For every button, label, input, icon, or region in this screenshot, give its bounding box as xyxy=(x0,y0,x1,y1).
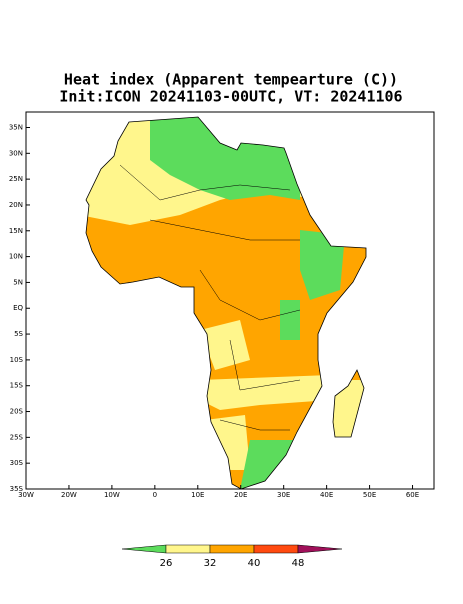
y-tick-label: 30S xyxy=(10,459,24,467)
y-tick-label: 25N xyxy=(9,175,23,183)
x-tick-label: 30E xyxy=(277,491,290,499)
y-tick-label: 30N xyxy=(9,149,23,157)
x-tick-label: 20E xyxy=(234,491,247,499)
y-tick-label: EQ xyxy=(13,304,23,312)
title-line: Heat index (Apparent tempearture (C)) xyxy=(64,71,398,89)
y-tick-label: 35S xyxy=(10,485,24,493)
borders xyxy=(119,164,301,431)
colorbar-label: 32 xyxy=(204,558,217,569)
heat-field xyxy=(86,117,366,489)
y-tick-label: 35N xyxy=(9,123,23,131)
map-frame xyxy=(25,111,435,490)
colorbar-segment xyxy=(253,544,299,554)
y-tick-label: 10N xyxy=(9,253,23,261)
colorbar-segment xyxy=(165,544,211,554)
x-tick-label: 40E xyxy=(320,491,333,499)
y-tick-label: 5S xyxy=(14,330,23,338)
x-tick-label: 60E xyxy=(406,491,419,499)
y-tick-label: 15S xyxy=(10,382,24,390)
colorbar-segment xyxy=(209,544,255,554)
y-tick-label: 5N xyxy=(13,278,23,286)
x-tick-label: 50E xyxy=(363,491,376,499)
x-tick-label: 0 xyxy=(153,491,157,499)
colorbar-label: 48 xyxy=(292,558,305,569)
y-tick-label: 20N xyxy=(9,201,23,209)
y-tick-label: 15N xyxy=(9,227,23,235)
colorbar-label: 40 xyxy=(248,558,261,569)
y-tick-label: 25S xyxy=(10,433,24,441)
title-line: Init:ICON 20241103-00UTC, VT: 20241106 xyxy=(59,88,402,106)
x-tick-label: 30W xyxy=(18,491,34,499)
colorbar-segment xyxy=(121,544,167,554)
x-tick-label: 20W xyxy=(61,491,77,499)
colorbar-segment xyxy=(297,544,343,554)
x-tick-label: 10E xyxy=(191,491,204,499)
y-tick-label: 10S xyxy=(10,356,24,364)
y-tick-label: 20S xyxy=(10,408,24,416)
colorbar-label: 26 xyxy=(160,558,173,569)
x-tick-label: 10W xyxy=(104,491,120,499)
